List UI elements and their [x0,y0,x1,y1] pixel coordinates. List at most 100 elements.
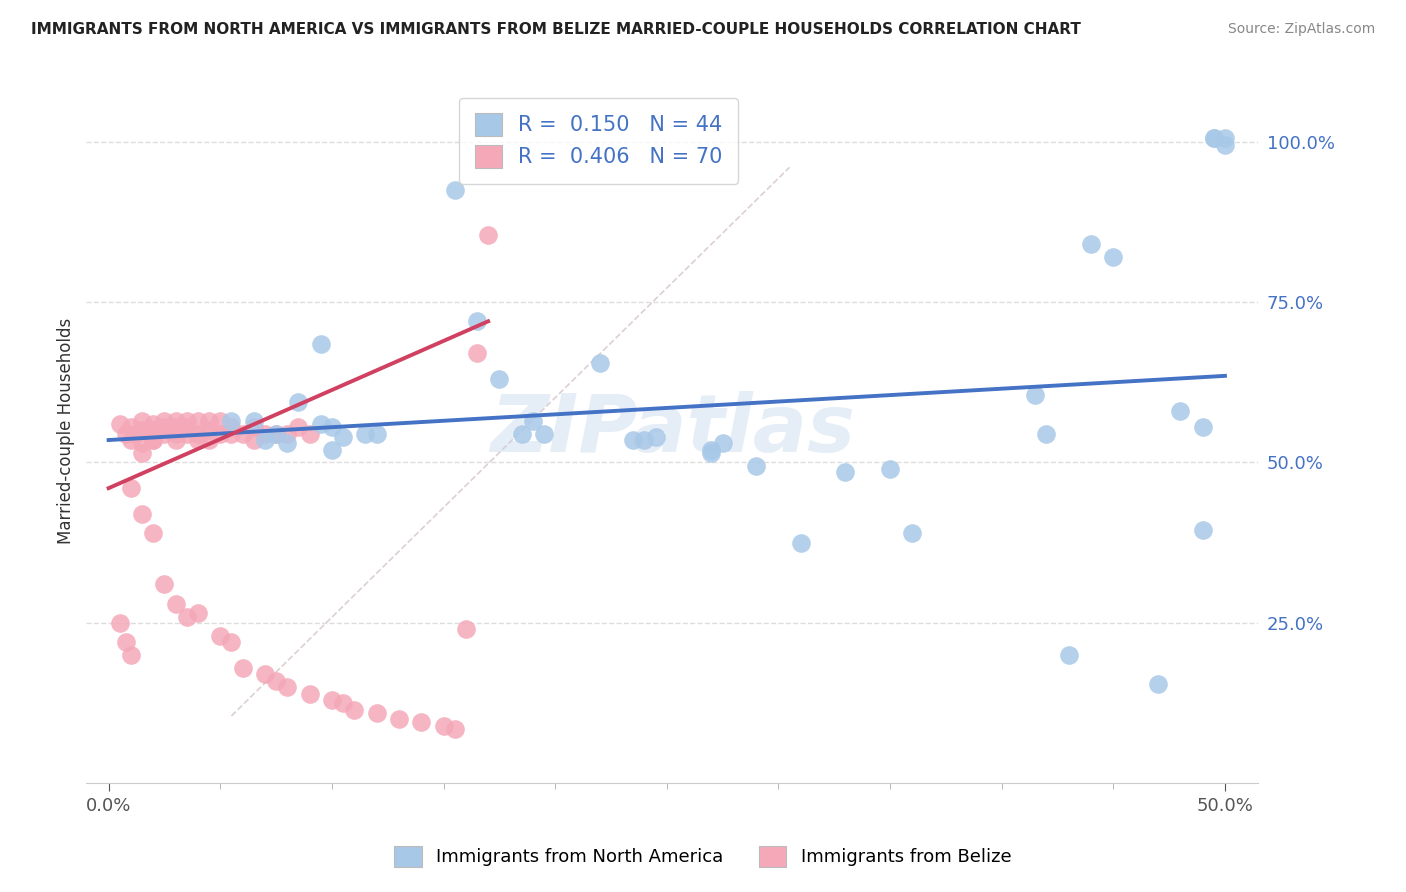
Point [176,420,198,434]
Point [321,693,343,707]
Point [1102,250,1125,264]
Point [187,426,209,441]
Point [198,433,221,447]
Point [879,462,901,476]
Text: Source: ZipAtlas.com: Source: ZipAtlas.com [1227,22,1375,37]
Point [120,481,142,495]
Point [187,414,209,428]
Point [411,715,433,730]
Point [276,680,298,694]
Point [131,414,153,428]
Point [221,414,243,428]
Point [621,433,644,447]
Point [454,623,477,637]
Point [264,426,287,441]
Point [287,420,309,434]
Y-axis label: Married-couple Households: Married-couple Households [58,318,75,543]
Point [242,414,264,428]
Point [276,426,298,441]
Point [165,426,187,441]
Point [1147,677,1170,691]
Point [711,436,734,450]
Point [745,458,768,473]
Text: IMMIGRANTS FROM NORTH AMERICA VS IMMIGRANTS FROM BELIZE MARRIED-COUPLE HOUSEHOLD: IMMIGRANTS FROM NORTH AMERICA VS IMMIGRA… [31,22,1081,37]
Point [108,615,131,630]
Point [221,426,243,441]
Point [198,414,221,428]
Point [298,426,321,441]
Point [142,426,165,441]
Point [153,414,176,428]
Point [366,706,388,720]
Point [522,414,544,428]
Point [298,686,321,700]
Point [115,635,138,649]
Point [232,661,254,675]
Point [131,424,153,438]
Point [633,433,655,447]
Point [276,436,298,450]
Point [443,183,465,197]
Point [533,426,555,441]
Point [165,597,187,611]
Point [1202,131,1225,145]
Point [1191,523,1213,537]
Point [187,607,209,621]
Point [264,426,287,441]
Point [287,394,309,409]
Point [321,420,343,434]
Point [142,424,165,438]
Point [589,356,612,370]
Point [221,635,243,649]
Point [142,526,165,541]
Point [477,227,499,242]
Point [253,667,276,681]
Point [332,696,354,710]
Point [165,420,187,434]
Point [901,526,924,541]
Point [488,372,510,386]
Point [1024,388,1046,402]
Point [1213,137,1236,152]
Point [176,426,198,441]
Point [510,426,533,441]
Point [343,702,366,716]
Point [264,673,287,688]
Point [153,426,176,441]
Point [1080,237,1102,252]
Point [120,648,142,662]
Point [834,465,856,479]
Point [153,577,176,591]
Point [321,442,343,457]
Point [790,535,813,549]
Point [131,436,153,450]
Point [432,718,454,732]
Point [1191,420,1213,434]
Point [165,433,187,447]
Point [242,420,264,434]
Point [209,414,232,428]
Point [232,426,254,441]
Point [115,426,138,441]
Point [142,417,165,431]
Point [153,420,176,434]
Point [120,420,142,434]
Point [209,629,232,643]
Text: ZIPatlas: ZIPatlas [489,392,855,469]
Point [253,433,276,447]
Point [309,417,332,431]
Point [187,433,209,447]
Point [465,346,488,360]
Point [332,430,354,444]
Point [176,414,198,428]
Point [1057,648,1080,662]
Point [388,712,411,726]
Point [165,414,187,428]
Legend: Immigrants from North America, Immigrants from Belize: Immigrants from North America, Immigrant… [387,838,1019,874]
Point [465,314,488,328]
Point [108,417,131,431]
Point [221,420,243,434]
Point [142,433,165,447]
Point [443,722,465,736]
Point [120,433,142,447]
